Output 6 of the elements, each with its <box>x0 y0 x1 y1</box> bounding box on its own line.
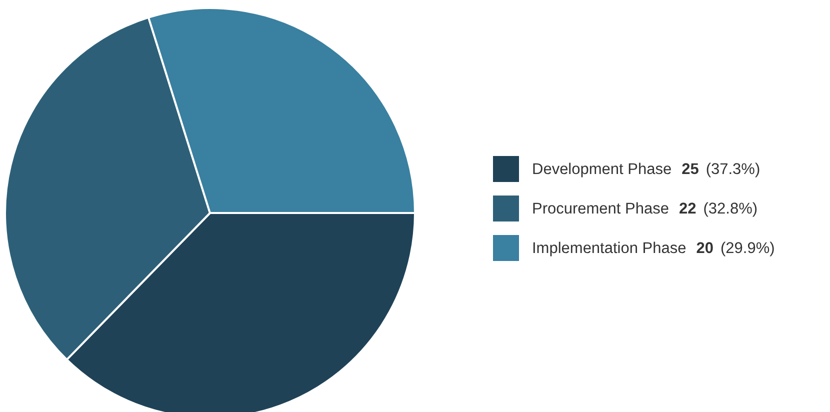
data-label: 22 (32.8%) <box>679 200 758 218</box>
legend-label: Development Phase <box>532 161 672 178</box>
data-label: 25 (37.3%) <box>682 161 760 178</box>
legend-label: Procurement Phase <box>532 200 669 218</box>
legend-label: Implementation Phase <box>532 240 686 257</box>
data-label: 20 (29.9%) <box>696 240 775 257</box>
